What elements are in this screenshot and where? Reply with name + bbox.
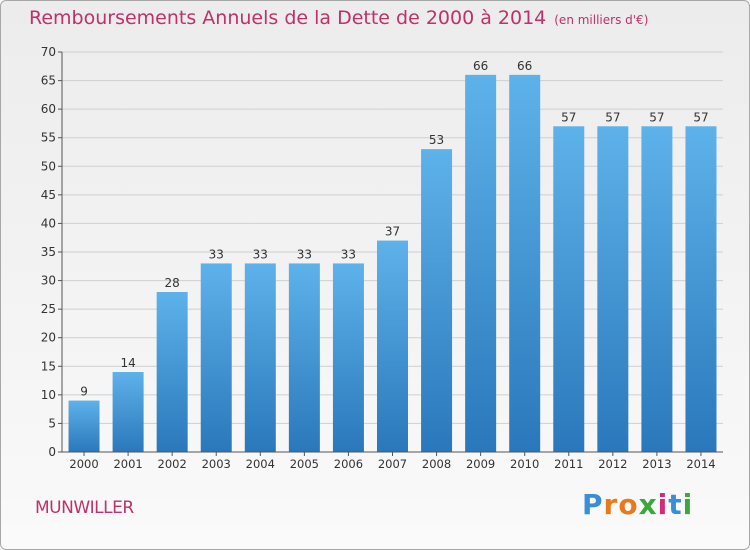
- chart-unit: (en milliers d'€): [554, 13, 649, 27]
- x-tick-label-2012: 2012: [598, 457, 627, 471]
- x-tick-label-2007: 2007: [378, 457, 407, 471]
- y-tick-label: 45: [41, 188, 56, 202]
- bar-2000: [68, 400, 100, 452]
- data-label-2014: 57: [693, 110, 708, 124]
- data-label-2002: 28: [165, 276, 180, 290]
- y-tick-label: 55: [41, 131, 56, 145]
- bar-2005: [288, 263, 320, 452]
- data-label-2010: 66: [517, 59, 532, 73]
- y-tick-label: 40: [41, 216, 56, 230]
- bar-2013: [641, 126, 673, 453]
- data-label-2005: 33: [297, 247, 312, 261]
- data-label-2007: 37: [385, 225, 400, 239]
- y-tick-label: 70: [41, 45, 56, 59]
- axis-layer: 0 5 10 15 20 25 30 35 40 45 50 55 60 65 70 2000 2001 2002…: [41, 45, 723, 471]
- x-tick-label-2011: 2011: [554, 457, 583, 471]
- bar-2009: [465, 74, 497, 452]
- bar-2011: [553, 126, 585, 453]
- y-tick-label: 50: [41, 159, 56, 173]
- logo-letter: P: [582, 488, 604, 521]
- logo-letter: r: [603, 488, 619, 521]
- commune-name: MUNWILLER: [35, 498, 134, 518]
- y-tick-label: 30: [41, 274, 56, 288]
- data-label-2003: 33: [209, 247, 224, 261]
- y-tick-label: 0: [48, 445, 56, 459]
- x-tick-label-2005: 2005: [290, 457, 319, 471]
- bar-2008: [421, 149, 453, 452]
- y-tick-label: 35: [41, 245, 56, 259]
- chart-title-text: Remboursements Annuels de la Dette de 20…: [29, 7, 547, 29]
- x-tick-label-2013: 2013: [642, 457, 671, 471]
- logo-letter: o: [618, 488, 639, 521]
- data-label-2012: 57: [605, 110, 620, 124]
- bar-2003: [200, 263, 232, 452]
- proxiti-logo: Proxiti: [582, 488, 693, 521]
- x-tick-label-2008: 2008: [422, 457, 451, 471]
- bar-2007: [377, 240, 408, 452]
- bar-2014: [685, 126, 717, 453]
- y-tick-label: 20: [41, 331, 56, 345]
- data-label-2001: 14: [120, 356, 135, 370]
- x-tick-label-2003: 2003: [202, 457, 231, 471]
- y-tick-label: 5: [48, 416, 56, 430]
- x-tick-label-2006: 2006: [334, 457, 363, 471]
- y-tick-label: 15: [41, 359, 56, 373]
- chart-title: Remboursements Annuels de la Dette de 20…: [29, 7, 648, 29]
- y-tick-label: 65: [41, 74, 56, 88]
- x-tick-label-2014: 2014: [686, 457, 715, 471]
- x-tick-label-2001: 2001: [113, 457, 142, 471]
- data-label-2008: 53: [429, 133, 444, 147]
- data-label-2000: 9: [80, 385, 88, 399]
- y-tick-label: 10: [41, 388, 56, 402]
- x-tick-label-2002: 2002: [158, 457, 187, 471]
- y-tick-label: 60: [41, 102, 56, 116]
- logo-letter: t: [668, 488, 683, 521]
- bar-2010: [509, 74, 541, 452]
- bar-2004: [244, 263, 276, 452]
- data-label-2006: 33: [341, 247, 356, 261]
- logo-letter: i: [657, 488, 669, 521]
- x-tick-label-2010: 2010: [510, 457, 539, 471]
- data-label-2013: 57: [649, 110, 664, 124]
- data-label-2009: 66: [473, 59, 488, 73]
- bar-2012: [597, 126, 629, 453]
- bar-2002: [156, 292, 188, 452]
- bar-2001: [112, 372, 144, 452]
- y-tick-label: 25: [41, 302, 56, 316]
- bar-layer: 9 14 28 33 33 33 33 37 53 66 66 57 57 57 57: [68, 59, 717, 453]
- x-tick-label-2009: 2009: [466, 457, 495, 471]
- logo-letter: x: [638, 488, 658, 521]
- x-tick-label-2000: 2000: [69, 457, 98, 471]
- data-label-2004: 33: [253, 247, 268, 261]
- x-tick-label-2004: 2004: [246, 457, 275, 471]
- data-label-2011: 57: [561, 110, 576, 124]
- logo-letter: i: [682, 488, 694, 521]
- bar-2006: [332, 263, 364, 452]
